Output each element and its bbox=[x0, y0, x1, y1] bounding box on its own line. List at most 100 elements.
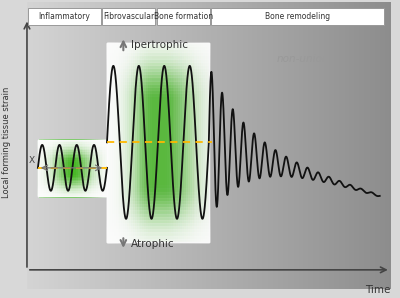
Bar bbox=[194, 2, 196, 289]
Bar bbox=[45, 2, 46, 289]
Bar bbox=[131, 2, 132, 289]
Bar bbox=[32, 2, 33, 289]
Bar bbox=[254, 2, 255, 289]
Bar bbox=[38, 140, 107, 196]
Bar bbox=[370, 2, 371, 289]
Bar bbox=[258, 2, 260, 289]
Bar bbox=[154, 2, 156, 289]
Bar bbox=[322, 2, 323, 289]
Bar bbox=[381, 2, 382, 289]
Bar bbox=[140, 2, 141, 289]
Bar bbox=[310, 2, 311, 289]
Bar bbox=[279, 2, 280, 289]
Bar bbox=[364, 2, 365, 289]
Bar bbox=[57, 2, 58, 289]
Bar bbox=[136, 2, 137, 289]
Bar bbox=[123, 2, 124, 289]
Bar bbox=[94, 2, 95, 289]
Bar bbox=[66, 2, 67, 289]
Bar bbox=[114, 2, 116, 289]
Bar bbox=[238, 2, 239, 289]
Bar bbox=[77, 2, 78, 289]
Bar bbox=[33, 2, 34, 289]
Bar bbox=[335, 2, 336, 289]
Bar bbox=[119, 2, 120, 289]
Bar bbox=[312, 2, 313, 289]
Text: non-union: non-union bbox=[277, 55, 330, 64]
Bar bbox=[301, 2, 302, 289]
Bar bbox=[334, 2, 335, 289]
Bar bbox=[351, 2, 352, 289]
Bar bbox=[34, 2, 36, 289]
Bar bbox=[122, 2, 123, 289]
Bar bbox=[181, 2, 182, 289]
Bar bbox=[71, 2, 72, 289]
Bar bbox=[84, 2, 85, 289]
Bar bbox=[271, 2, 272, 289]
Bar bbox=[198, 2, 199, 289]
Bar bbox=[112, 2, 113, 289]
Bar bbox=[223, 2, 224, 289]
Bar bbox=[166, 2, 168, 289]
Bar bbox=[329, 2, 330, 289]
Bar bbox=[292, 2, 294, 289]
Bar bbox=[304, 2, 306, 289]
Bar bbox=[209, 2, 210, 289]
Bar bbox=[257, 2, 258, 289]
Bar bbox=[88, 2, 89, 289]
Bar bbox=[267, 2, 268, 289]
Bar bbox=[311, 2, 312, 289]
Bar bbox=[246, 2, 248, 289]
Bar bbox=[308, 2, 310, 289]
Bar bbox=[291, 2, 292, 289]
Bar bbox=[387, 2, 388, 289]
FancyBboxPatch shape bbox=[211, 8, 384, 25]
Bar bbox=[222, 2, 223, 289]
Bar bbox=[318, 2, 319, 289]
Bar bbox=[316, 2, 317, 289]
Bar bbox=[261, 2, 262, 289]
Bar bbox=[78, 2, 79, 289]
Bar bbox=[206, 2, 208, 289]
Bar bbox=[242, 2, 243, 289]
Bar bbox=[92, 2, 94, 289]
Bar bbox=[263, 2, 264, 289]
Bar bbox=[204, 2, 205, 289]
Bar bbox=[73, 2, 74, 289]
Bar bbox=[358, 2, 359, 289]
Bar bbox=[231, 2, 232, 289]
Bar bbox=[150, 2, 151, 289]
Bar bbox=[298, 2, 300, 289]
Bar bbox=[175, 2, 176, 289]
Bar bbox=[31, 2, 32, 289]
Text: Bone remodeling: Bone remodeling bbox=[265, 12, 330, 21]
Bar bbox=[295, 2, 296, 289]
Bar bbox=[107, 43, 209, 242]
Bar bbox=[278, 2, 279, 289]
Bar bbox=[314, 2, 316, 289]
Bar bbox=[187, 2, 188, 289]
Bar bbox=[137, 2, 138, 289]
Bar bbox=[252, 2, 254, 289]
Bar bbox=[50, 2, 51, 289]
Bar bbox=[129, 2, 130, 289]
Bar bbox=[58, 2, 60, 289]
Bar bbox=[64, 2, 66, 289]
Bar bbox=[80, 2, 82, 289]
Bar bbox=[251, 2, 252, 289]
Bar bbox=[348, 2, 350, 289]
Bar bbox=[212, 2, 214, 289]
Bar bbox=[146, 2, 147, 289]
Bar bbox=[107, 2, 108, 289]
Bar bbox=[135, 2, 136, 289]
Bar bbox=[220, 2, 221, 289]
Text: Atrophic: Atrophic bbox=[131, 239, 174, 249]
Text: Time: Time bbox=[365, 285, 391, 295]
Bar bbox=[215, 2, 216, 289]
Bar bbox=[268, 2, 270, 289]
Bar bbox=[186, 2, 187, 289]
Bar bbox=[270, 2, 271, 289]
Bar bbox=[290, 2, 291, 289]
Bar bbox=[56, 2, 57, 289]
Bar bbox=[324, 2, 325, 289]
